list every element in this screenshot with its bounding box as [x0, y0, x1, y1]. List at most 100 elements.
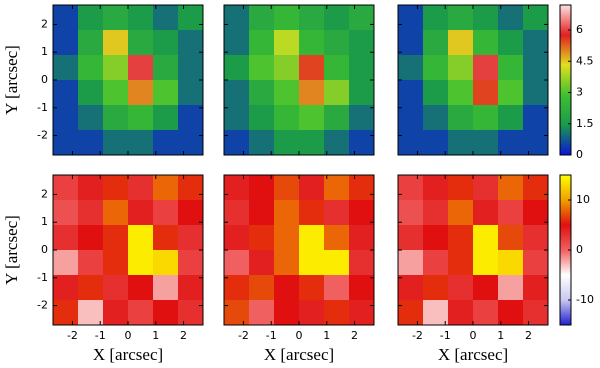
heatmap-cell: [349, 275, 375, 301]
heatmap-cell: [274, 300, 300, 326]
heatmap-cell: [249, 175, 275, 201]
heatmap-cell: [523, 200, 549, 226]
heatmap-cell: [349, 200, 375, 226]
heatmap-cell: [423, 80, 449, 106]
heatmap-cell: [299, 55, 325, 81]
colorbar-tick-label: 3: [576, 86, 583, 99]
heatmap-cell: [78, 55, 104, 81]
heatmap-cell: [78, 250, 104, 276]
heatmap-cell: [349, 175, 375, 201]
heatmap-cell: [398, 105, 424, 131]
heatmap-cell: [178, 5, 204, 31]
heatmap-cell: [178, 105, 204, 131]
heatmap-cell: [423, 275, 449, 301]
heatmap-cell: [53, 175, 79, 201]
heatmap-cell: [448, 105, 474, 131]
heatmap-cell: [128, 175, 154, 201]
colorbar-tick-label: 0: [576, 243, 583, 256]
heatmap-cell: [398, 175, 424, 201]
heatmap-cell: [103, 30, 129, 56]
heatmap-cell: [274, 130, 300, 156]
x-tick-label: 1: [497, 329, 504, 342]
heatmap-cell: [103, 275, 129, 301]
heatmap-cell: [423, 130, 449, 156]
heatmap-cell: [53, 225, 79, 251]
x-axis-label: X [arcsec]: [264, 345, 334, 364]
heatmap-cell: [324, 105, 350, 131]
y-tick-label: 2: [41, 187, 48, 200]
heatmap-cell: [128, 200, 154, 226]
heatmap-cell: [398, 200, 424, 226]
heatmap-cell: [224, 80, 250, 106]
heatmap-cell: [523, 175, 549, 201]
heatmap-cell: [78, 5, 104, 31]
heatmap-cell: [473, 30, 499, 56]
x-tick-label: -2: [238, 329, 249, 342]
heatmap-cell: [178, 200, 204, 226]
heatmap-cell: [299, 175, 325, 201]
heatmap-cell: [178, 300, 204, 326]
heatmap-cell: [324, 80, 350, 106]
x-tick-label: 0: [296, 329, 303, 342]
heatmap-cell: [103, 300, 129, 326]
heatmap-cell: [178, 80, 204, 106]
heatmap-cell: [448, 300, 474, 326]
heatmap-cell: [249, 55, 275, 81]
heatmap-cell: [349, 300, 375, 326]
heatmap-cell: [498, 30, 524, 56]
heatmap-cell: [128, 55, 154, 81]
heatmap-cell: [224, 225, 250, 251]
heatmap-cell: [498, 55, 524, 81]
heatmap-cell: [473, 80, 499, 106]
heatmap-cell: [423, 105, 449, 131]
heatmap-cell: [178, 55, 204, 81]
heatmap-cell: [448, 275, 474, 301]
heatmap-cell: [178, 275, 204, 301]
heatmap-cell: [523, 300, 549, 326]
y-tick-label: 0: [41, 243, 48, 256]
heatmap-cell: [398, 250, 424, 276]
heatmap-cell: [349, 30, 375, 56]
x-tick-label: 2: [180, 329, 187, 342]
heatmap-cell: [78, 105, 104, 131]
heatmap-cell: [53, 55, 79, 81]
heatmap-cell: [153, 55, 179, 81]
heatmap-cell: [423, 5, 449, 31]
heatmap-cell: [523, 275, 549, 301]
heatmap-cell: [324, 275, 350, 301]
heatmap-cell: [448, 30, 474, 56]
heatmap-cell: [153, 250, 179, 276]
heatmap-cell: [398, 55, 424, 81]
heatmap-cell: [324, 5, 350, 31]
heatmap-cell: [249, 105, 275, 131]
heatmap-cell: [274, 55, 300, 81]
heatmap-cell: [473, 5, 499, 31]
heatmap-cell: [128, 300, 154, 326]
heatmap-cell: [128, 105, 154, 131]
heatmap-cell: [53, 250, 79, 276]
heatmap-cell: [448, 175, 474, 201]
heatmap-cell: [349, 5, 375, 31]
heatmap-cell: [473, 105, 499, 131]
heatmap-cell: [128, 225, 154, 251]
heatmap-cell: [78, 175, 104, 201]
heatmap-cell: [103, 5, 129, 31]
y-tick-label: 2: [41, 17, 48, 30]
heatmap-cell: [274, 5, 300, 31]
heatmap-cell: [78, 80, 104, 106]
heatmap-cell: [224, 130, 250, 156]
heatmap-cell: [473, 275, 499, 301]
heatmap-cell: [473, 175, 499, 201]
heatmap-cell: [324, 30, 350, 56]
heatmap-cell: [103, 55, 129, 81]
heatmap-cell: [53, 105, 79, 131]
heatmap-cell: [53, 80, 79, 106]
heatmap-cell: [103, 175, 129, 201]
heatmap-cell: [299, 250, 325, 276]
heatmap-cell: [249, 30, 275, 56]
x-tick-label: 2: [525, 329, 532, 342]
heatmap-cell: [53, 275, 79, 301]
heatmap-cell: [153, 30, 179, 56]
x-tick-label: 1: [152, 329, 159, 342]
